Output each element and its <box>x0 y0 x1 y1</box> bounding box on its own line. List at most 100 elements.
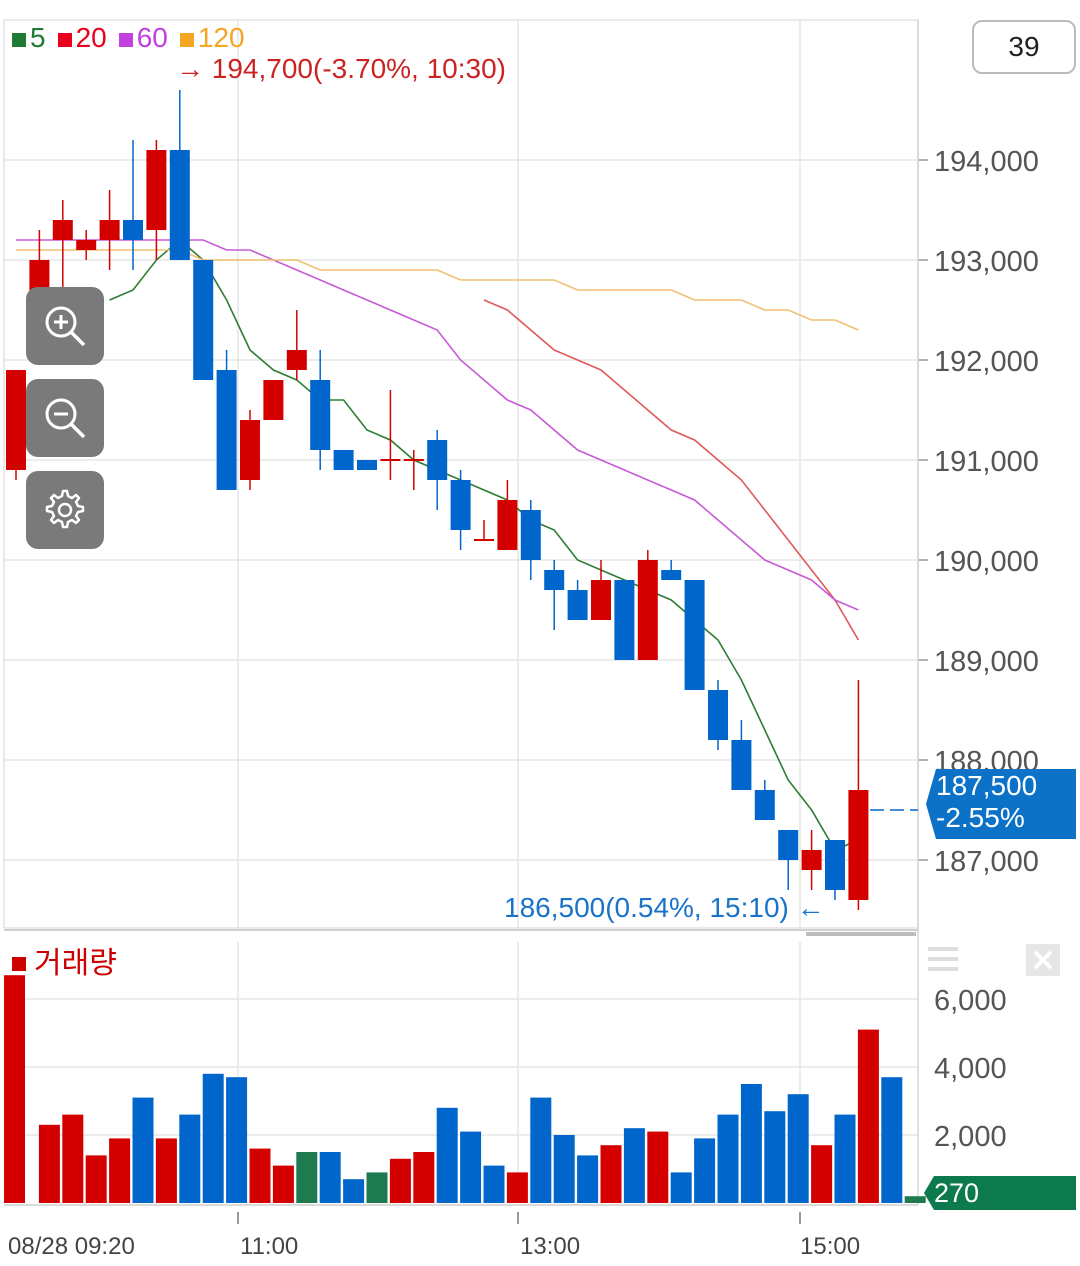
volume-legend: 거래량 <box>12 938 117 982</box>
menu-icon[interactable] <box>928 944 958 974</box>
volume-bar <box>483 1165 505 1203</box>
close-icon[interactable] <box>1026 944 1060 976</box>
price-tick-label: 191,000 <box>934 446 1039 478</box>
candle-body <box>193 260 214 380</box>
volume-bar <box>109 1138 131 1203</box>
candle-body <box>708 690 728 740</box>
candle-body <box>825 840 845 890</box>
candle-body <box>427 440 448 480</box>
candle-body <box>497 500 518 550</box>
volume-bar <box>460 1131 482 1203</box>
volume-bar <box>179 1114 201 1203</box>
volume-bar <box>85 1155 107 1203</box>
candle-body <box>544 570 565 590</box>
candle-count-box[interactable]: 39 <box>972 20 1076 74</box>
candle-body <box>169 150 190 260</box>
volume-bar <box>155 1138 177 1203</box>
legend-item-20[interactable]: 20 <box>57 22 107 54</box>
candle-body <box>310 380 331 450</box>
candle-body <box>403 459 424 461</box>
ma-line-120 <box>16 249 859 331</box>
candle-body <box>450 480 471 530</box>
current-volume-tag: 270 <box>924 1176 1076 1210</box>
volume-bar <box>319 1152 341 1203</box>
zoom-out-button[interactable] <box>26 379 104 457</box>
price-tick-label: 187,000 <box>934 846 1039 878</box>
volume-bar <box>647 1131 669 1203</box>
candle-body <box>76 240 97 250</box>
volume-bar <box>249 1148 271 1203</box>
candle-body <box>146 150 167 230</box>
volume-bar <box>834 1114 856 1203</box>
candle-body <box>731 740 752 790</box>
legend-item-5[interactable]: 5 <box>12 22 46 54</box>
price-tick-label: 193,000 <box>934 246 1039 278</box>
candle-body <box>520 510 541 560</box>
ma-line-60 <box>16 239 859 611</box>
volume-bar <box>506 1172 528 1203</box>
volume-bar <box>413 1152 435 1203</box>
volume-bar <box>436 1107 458 1203</box>
volume-bar <box>600 1145 622 1203</box>
price-tick-label: 192,000 <box>934 346 1039 378</box>
time-axis-label: 15:00 <box>800 1233 860 1260</box>
candle-body <box>567 590 588 620</box>
volume-bar <box>904 1196 926 1203</box>
time-axis-label: 08/28 09:20 <box>8 1233 135 1260</box>
zoom-in-icon <box>45 306 86 347</box>
volume-bar <box>623 1128 645 1203</box>
candle-body <box>333 450 354 470</box>
volume-bar <box>272 1165 294 1203</box>
volume-bar <box>202 1073 224 1203</box>
current-price-tag: 187,500 -2.55% <box>926 769 1076 839</box>
current-change: -2.55% <box>936 802 1025 833</box>
candle-body <box>52 220 73 240</box>
candle-body <box>6 370 26 470</box>
candle-body <box>240 420 260 480</box>
ma-legend: 5 20 60 120 <box>12 22 245 54</box>
volume-bar <box>226 1077 248 1203</box>
price-tick-label: 189,000 <box>934 646 1039 678</box>
candle-body <box>614 580 635 660</box>
ma-line-20 <box>483 299 860 641</box>
volume-bar <box>343 1179 365 1203</box>
volume-bar <box>881 1077 903 1203</box>
candle-body <box>754 790 775 820</box>
volume-bar <box>4 975 25 1203</box>
legend-item-60[interactable]: 60 <box>118 22 168 54</box>
candle-body <box>801 850 822 870</box>
candle-body <box>591 580 611 620</box>
candle-body <box>357 460 377 470</box>
ma-line-5 <box>109 238 859 852</box>
settings-button[interactable] <box>26 471 104 549</box>
candle-body <box>263 380 284 420</box>
time-axis-label: 13:00 <box>520 1233 580 1260</box>
price-tick-label: 190,000 <box>934 546 1039 578</box>
volume-bar <box>577 1155 599 1203</box>
volume-bar <box>389 1158 411 1203</box>
candle-body <box>216 370 237 490</box>
candle-body <box>637 560 658 660</box>
current-volume: 270 <box>934 1178 980 1208</box>
time-axis-label: 11:00 <box>240 1233 298 1260</box>
volume-bar <box>62 1114 84 1203</box>
volume-bar <box>811 1145 833 1203</box>
current-price: 187,500 <box>936 770 1038 801</box>
candle-body <box>778 830 799 860</box>
gear-icon <box>45 489 85 529</box>
candle-body <box>380 459 401 461</box>
volume-tick-label: 6,000 <box>934 985 1007 1017</box>
volume-bar <box>694 1138 716 1203</box>
volume-tick-label: 2,000 <box>934 1121 1007 1153</box>
candle-body <box>99 220 120 240</box>
zoom-in-button[interactable] <box>26 287 104 365</box>
candle-body <box>474 539 494 541</box>
candle-body <box>848 790 869 900</box>
candle-body <box>661 570 682 580</box>
volume-bar <box>296 1152 318 1203</box>
candle-body <box>684 580 705 690</box>
volume-bar <box>530 1097 552 1203</box>
zoom-out-icon <box>45 398 86 439</box>
legend-item-120[interactable]: 120 <box>179 22 245 54</box>
